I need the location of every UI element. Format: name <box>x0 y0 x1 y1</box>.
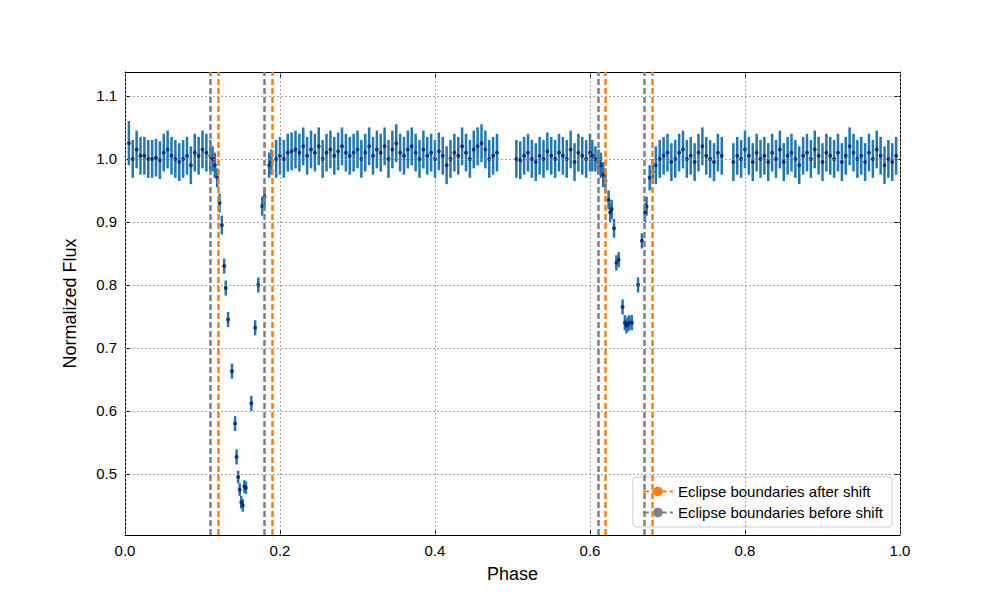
svg-text:0.2: 0.2 <box>270 542 291 559</box>
svg-text:Phase: Phase <box>487 564 538 584</box>
svg-text:1.1: 1.1 <box>96 87 117 104</box>
svg-text:0.0: 0.0 <box>115 542 136 559</box>
svg-text:1.0: 1.0 <box>890 542 911 559</box>
svg-text:Normalized Flux: Normalized Flux <box>60 238 80 368</box>
svg-text:1.0: 1.0 <box>96 150 117 167</box>
svg-text:0.8: 0.8 <box>96 276 117 293</box>
svg-text:0.8: 0.8 <box>735 542 756 559</box>
svg-text:0.7: 0.7 <box>96 339 117 356</box>
svg-text:0.6: 0.6 <box>96 402 117 419</box>
svg-text:0.4: 0.4 <box>425 542 446 559</box>
svg-text:Eclipse boundaries after shift: Eclipse boundaries after shift <box>678 483 871 500</box>
svg-text:0.6: 0.6 <box>580 542 601 559</box>
svg-text:0.5: 0.5 <box>96 465 117 482</box>
svg-text:0.9: 0.9 <box>96 213 117 230</box>
svg-text:Eclipse boundaries before shif: Eclipse boundaries before shift <box>678 504 884 521</box>
